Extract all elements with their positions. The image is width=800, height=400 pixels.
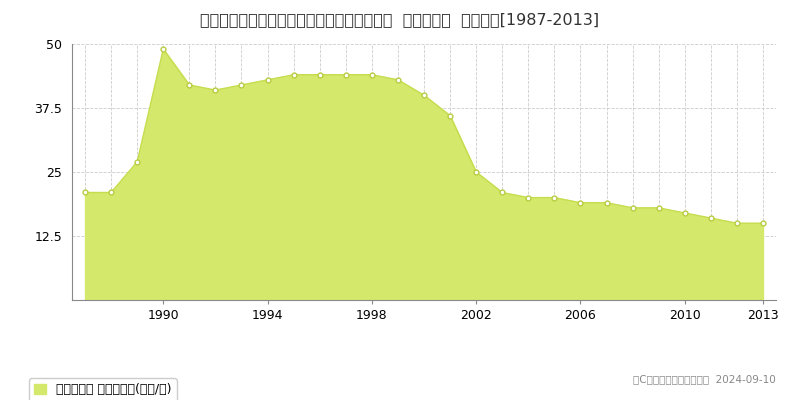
Legend: 基準地価格 平均坪単価(万円/坪): 基準地価格 平均坪単価(万円/坪): [29, 378, 177, 400]
Text: （C）土地価格ドットコム  2024-09-10: （C）土地価格ドットコム 2024-09-10: [634, 374, 776, 384]
Text: 兵庫県神戸市西区桜が丘東町４丁目２０番４  基準地価格  地価推移[1987-2013]: 兵庫県神戸市西区桜が丘東町４丁目２０番４ 基準地価格 地価推移[1987-201…: [201, 12, 599, 27]
